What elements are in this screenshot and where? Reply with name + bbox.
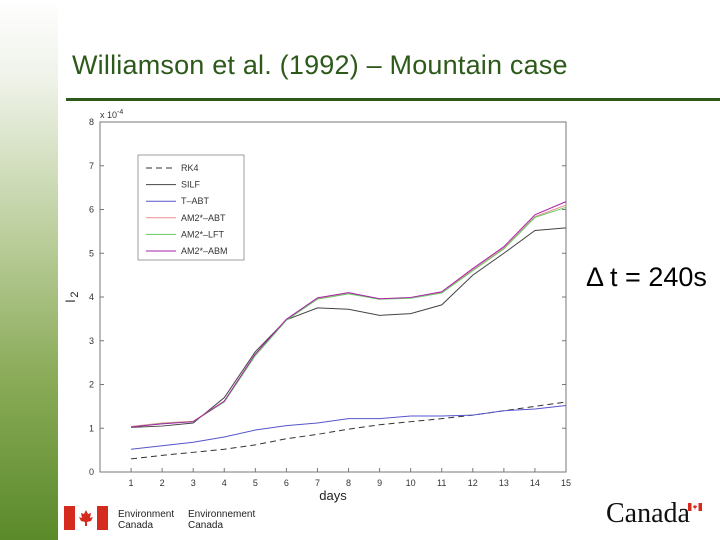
legend: RK4 SILF T–ABT AM2*–ABT AM2*–LFT AM2*–ABM <box>137 154 245 261</box>
x-tick-label: 15 <box>561 478 571 488</box>
y-multiplier: x 10-4 <box>100 109 123 120</box>
y-tick-label: 0 <box>89 467 94 477</box>
y-tick-label: 8 <box>89 117 94 127</box>
y-tick-label: 2 <box>89 380 94 390</box>
title-divider <box>66 98 720 101</box>
x-tick-label: 6 <box>284 478 289 488</box>
x-tick-label: 1 <box>129 478 134 488</box>
series-lines <box>131 201 567 460</box>
sidebar-gradient <box>0 0 58 540</box>
x-tick-label: 10 <box>406 478 416 488</box>
y-tick-label: 6 <box>89 205 94 215</box>
canada-flag-icon <box>64 506 108 530</box>
x-tick-label: 5 <box>253 478 258 488</box>
legend-box <box>137 154 245 261</box>
legend-label: SILF <box>181 180 201 190</box>
x-tick-label: 8 <box>346 478 351 488</box>
y-tick-label: 7 <box>89 161 94 171</box>
series-line <box>131 201 567 428</box>
y-tick-label: 1 <box>89 423 94 433</box>
y-axis: 0 1 2 3 4 5 6 7 8 <box>89 117 566 477</box>
department-name-english: Environment Canada <box>118 509 175 531</box>
x-tick-label: 4 <box>222 478 227 488</box>
svg-text:l2: l2 <box>63 291 81 302</box>
department-name-french: Environnement Canada <box>188 509 256 531</box>
y-tick-label: 5 <box>89 248 94 258</box>
wordmark-flag-icon <box>688 503 702 511</box>
x-tick-label: 13 <box>499 478 509 488</box>
x-tick-label: 12 <box>468 478 478 488</box>
y-tick-label: 3 <box>89 336 94 346</box>
x-axis: 1 2 3 4 5 6 7 8 9 10 11 12 13 14 15 <box>129 468 571 488</box>
x-axis-label: days <box>319 488 347 503</box>
x-tick-label: 3 <box>191 478 196 488</box>
slide-title: Williamson et al. (1992) – Mountain case <box>72 50 568 80</box>
canada-wordmark: Canada <box>606 498 690 529</box>
legend-label: AM2*–ABT <box>181 213 226 223</box>
series-line <box>131 405 567 450</box>
legend-label: AM2*–ABM <box>181 246 228 256</box>
x-tick-label: 2 <box>160 478 165 488</box>
legend-label: T–ABT <box>181 196 210 206</box>
y-axis-label: l2 <box>63 291 81 302</box>
x-tick-label: 9 <box>377 478 382 488</box>
x-tick-label: 11 <box>437 478 446 488</box>
legend-label: RK4 <box>181 163 199 173</box>
y-tick-label: 4 <box>89 292 94 302</box>
x-tick-label: 14 <box>530 478 540 488</box>
x-tick-label: 7 <box>315 478 320 488</box>
timestep-label: Δ t = 240s <box>586 262 707 292</box>
legend-label: AM2*–LFT <box>181 229 225 239</box>
